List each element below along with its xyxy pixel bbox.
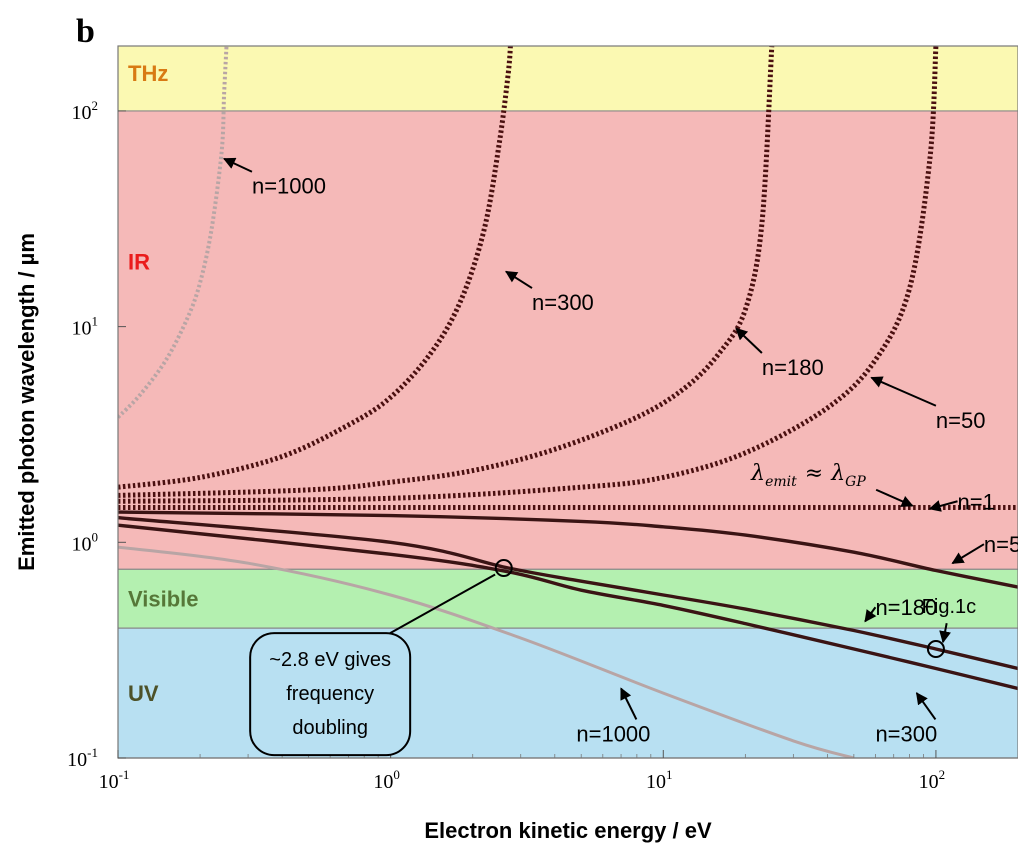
band-ir xyxy=(118,110,1018,570)
curve-n180-solid xyxy=(118,516,1018,671)
series-labels: n=1000 n=300 n=180 n=50 n=1 n=50 n=180 n=300 n=1… xyxy=(223,157,1018,746)
y-tick-exponent: 1 xyxy=(92,314,99,329)
series-label-n180: n=180 xyxy=(762,355,824,380)
series-label-n50: n=50 xyxy=(936,408,986,433)
formula-approx: ≈ xyxy=(805,461,823,486)
plot-frame xyxy=(117,45,1018,759)
x-tick-label: 100 xyxy=(373,767,400,793)
y-tick-label: 101 xyxy=(72,314,99,340)
curve-n180-dotted xyxy=(118,46,775,498)
x-tick-label: 10-1 xyxy=(99,767,130,793)
fig-ref-label: Fig.1c xyxy=(922,596,976,618)
callout-box xyxy=(249,632,412,757)
y-axis-title: Emitted photon wavelength / µm xyxy=(14,233,39,571)
curve-n300-dotted xyxy=(118,46,513,490)
series-label-arrow xyxy=(915,692,937,721)
curve-n300-solid xyxy=(118,523,1018,691)
marker-circle-1 xyxy=(494,559,513,578)
series-label-arrow xyxy=(620,687,638,720)
series-label-arrow xyxy=(223,157,253,173)
band-label-ir: IR xyxy=(128,250,150,275)
series-curves xyxy=(118,46,1018,758)
x-tick-label: 101 xyxy=(646,767,673,793)
series-label-arrow xyxy=(870,376,937,407)
formula-sub-gp: GP xyxy=(845,474,866,490)
band-label-thz: THz xyxy=(128,61,168,86)
formula-lambda: λ xyxy=(750,461,765,486)
curve-n1000-solid-faint xyxy=(118,545,855,758)
band-thz xyxy=(118,46,1018,111)
series-label-arrow xyxy=(864,606,877,623)
y-tick-label: 10-1 xyxy=(67,745,98,771)
y-tick-exponent: 0 xyxy=(92,529,99,544)
series-label-n1: n=1 xyxy=(958,489,995,514)
x-tick-exponent: -1 xyxy=(119,767,130,782)
series-label-arrow xyxy=(951,543,985,565)
series-label-n180: n=180 xyxy=(875,595,937,620)
y-tick-exponent: 2 xyxy=(92,98,99,113)
series-label-arrow xyxy=(735,327,763,354)
series-label-n1000: n=1000 xyxy=(576,721,650,746)
formula-label: λemit ≈ λGP xyxy=(750,461,866,490)
formula-lambda-2: λ xyxy=(830,461,845,486)
series-label-n50: n=50 xyxy=(984,532,1018,557)
callout-leader xyxy=(389,573,496,634)
series-label-arrow xyxy=(928,500,958,512)
callout-line-2: frequency xyxy=(286,683,374,705)
y-tick-label: 100 xyxy=(72,529,99,555)
fig-ref-arrow xyxy=(939,623,951,644)
formula-sub-emit: emit xyxy=(765,474,797,490)
x-tick-exponent: 0 xyxy=(393,767,400,782)
curve-n50-dotted xyxy=(118,46,939,504)
marker-circle-2 xyxy=(926,640,945,659)
series-label-n300: n=300 xyxy=(875,721,937,746)
y-tick-exponent: -1 xyxy=(87,745,98,760)
series-label-n1000: n=1000 xyxy=(252,174,326,199)
x-tick-label: 102 xyxy=(919,767,946,793)
callout-line-3: doubling xyxy=(292,717,368,739)
y-tick-label: 102 xyxy=(72,98,99,124)
series-label-arrow xyxy=(505,270,533,289)
band-label-visible: Visible xyxy=(128,586,199,611)
formula-arrow xyxy=(875,488,914,507)
x-tick-exponent: 1 xyxy=(666,767,673,782)
panel-letter: b xyxy=(76,13,95,50)
band-label-uv: UV xyxy=(128,681,159,706)
curve-n50-solid xyxy=(118,510,1018,589)
callout-line-1: ~2.8 eV gives xyxy=(269,649,391,671)
x-tick-exponent: 2 xyxy=(939,767,946,782)
x-axis-title: Electron kinetic energy / eV xyxy=(424,818,712,843)
series-label-n300: n=300 xyxy=(532,290,594,315)
